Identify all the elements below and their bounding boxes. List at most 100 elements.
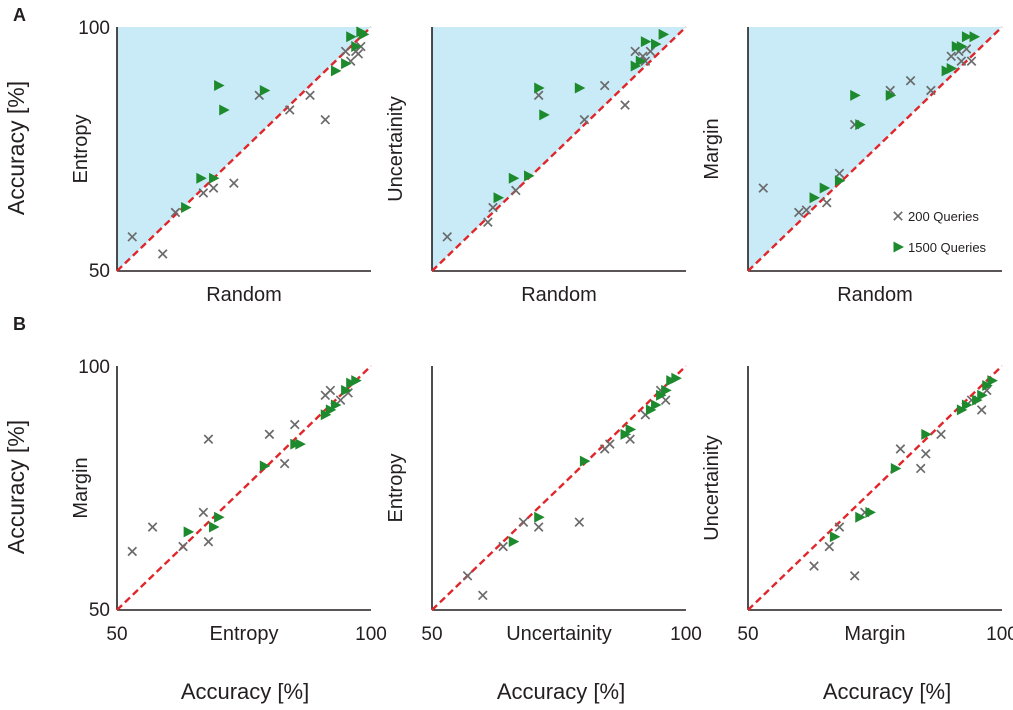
point-x-marker [793,207,804,218]
point-triangle-marker [341,384,352,396]
shared-x-label-3: Accuracy [%] [823,679,951,704]
point-x-marker [203,536,214,547]
point-triangle-marker [661,384,672,396]
point-x-marker [462,571,473,581]
y-tick-label-min: 50 [89,261,110,282]
series-200-queries [127,41,366,259]
point-triangle-marker [209,521,220,533]
point-triangle-marker [214,80,225,92]
x-axis-label: Entropy [210,623,279,645]
point-triangle-marker [346,31,357,43]
x-tick-label-max: 100 [670,624,702,645]
point-triangle-marker [209,172,220,184]
x-axis-label: Random [521,284,597,306]
point-triangle-marker [819,182,831,194]
point-x-marker [320,114,331,125]
point-triangle-marker [671,372,682,384]
point-x-marker [335,395,346,405]
x-axis-label: Uncertainity [506,623,612,645]
point-triangle-marker [330,399,342,411]
y-tick-label-max: 100 [78,18,110,39]
series-1500-queries [809,31,981,204]
point-x-marker [905,75,916,86]
y-axis-label: Uncertainity [385,96,407,202]
point-triangle-marker [651,38,662,50]
point-x-marker [198,507,209,518]
chart-panel-1: 50 100 Random Entropy [70,18,372,306]
point-triangle-marker [534,82,545,94]
point-triangle-marker [259,84,271,96]
point-triangle-marker [961,31,973,43]
point-triangle-marker [890,462,902,474]
chart-panel-2: Random Uncertainity [385,26,687,306]
series-1500-queries [183,375,362,538]
point-x-marker [630,46,641,57]
x-tick-label-min: 50 [737,624,758,645]
point-x-marker [895,444,906,454]
point-x-marker [289,419,300,430]
shared-x-label-2: Accuracy [%] [497,679,625,704]
point-triangle-marker [524,170,535,182]
point-triangle-marker [829,531,841,543]
point-x-marker [178,541,188,552]
series-200-queries [462,385,671,601]
x-tick-label-min: 50 [421,624,442,645]
point-triangle-marker [969,31,981,43]
row-label-b: B [13,314,26,334]
point-triangle-marker [219,104,230,116]
point-x-marker [203,434,214,445]
point-x-marker [325,385,336,396]
point-triangle-marker [658,28,670,40]
series-200-queries [809,385,992,581]
point-x-marker [284,105,295,115]
point-x-marker [229,178,239,188]
point-triangle-marker [855,119,866,131]
point-triangle-marker [183,526,195,538]
y-axis-label: Entropy [385,454,407,523]
y-tick-label-min: 50 [89,600,110,621]
diagonal-reference-line [431,26,687,272]
legend: 200 Queries 1500 Queries [893,209,987,255]
point-triangle-marker [855,511,866,523]
point-triangle-marker [956,41,968,53]
point-triangle-marker [295,438,306,450]
chart-panel-5: 50 100 Uncertainity Entropy [385,365,702,645]
point-triangle-marker [625,423,637,435]
point-triangle-marker [850,89,861,101]
point-x-marker [488,202,498,213]
legend-label-1500-queries: 1500 Queries [908,240,987,255]
point-triangle-marker [865,506,876,518]
point-x-marker [604,439,615,449]
point-x-marker [157,249,168,259]
point-triangle-marker [196,172,207,184]
point-triangle-marker [946,62,958,74]
series-1500-queries [508,372,682,548]
y-axis-label: Entropy [70,115,92,184]
point-x-marker [353,49,364,59]
point-x-marker [801,205,812,215]
x-axis-label: Random [837,284,913,306]
point-x-marker [936,429,946,440]
point-triangle-marker [259,460,271,472]
diagonal-reference-line [116,26,372,272]
point-x-marker [170,207,181,218]
point-triangle-marker [181,202,192,214]
point-triangle-marker [651,399,662,411]
point-triangle-marker [834,175,846,187]
x-tick-label-min: 50 [106,624,127,645]
point-x-marker [821,197,832,208]
point-x-marker [147,522,158,532]
y-axis-label: Margin [70,457,92,518]
point-triangle-marker [635,55,647,67]
point-x-marker [976,405,987,415]
diagonal-reference-line [747,26,1003,272]
point-x-marker [305,90,315,101]
point-x-marker [477,590,488,601]
point-triangle-marker [493,192,505,204]
legend-label-200-queries: 200 Queries [908,209,979,224]
point-triangle-marker [534,511,545,523]
point-x-marker [574,517,585,527]
point-x-marker [518,517,529,527]
point-x-marker [758,183,769,193]
